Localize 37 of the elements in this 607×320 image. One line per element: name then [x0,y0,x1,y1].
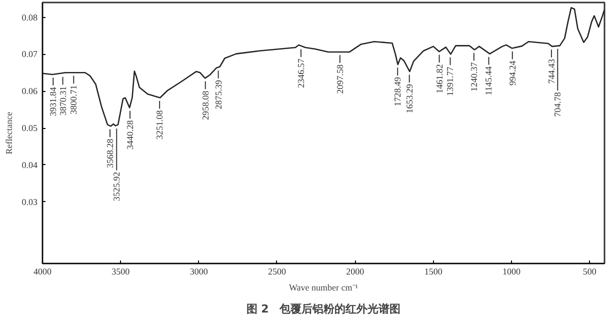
annotation: 2346.57 [296,58,306,88]
text: 图 2 包覆后铝粉的红外光谱图 [246,302,401,316]
annotation: 3440.28 [125,120,135,150]
annotation: 1728.49 [392,76,403,106]
y-tick-label: 0.05 [22,123,38,134]
annotation: 3525.92 [112,172,122,202]
annotation: 1145.44 [484,66,494,96]
annotation: 1240.37 [468,62,479,92]
x-tick-label: 2000 [346,266,365,276]
annotation: 994.24 [507,60,518,86]
x-axis-title: Wave number cm⁻¹ [289,282,358,292]
annotation: 744.43 [546,58,556,84]
annotation: 1461.82 [434,64,444,94]
annotation: 3931.84 [48,86,58,116]
annotation: 704.78 [552,92,563,117]
x-tick-label: 2500 [268,266,286,276]
annotation: 3568.28 [104,138,115,168]
y-tick-label: 0.06 [22,86,38,96]
x-tick-label: 4000 [34,266,52,276]
y-axis-title: Reflectance [4,112,14,154]
annotation: 1653.29 [404,84,414,114]
x-tick-label: 3500 [112,266,130,276]
y-tick-label: 0.08 [22,12,38,22]
annotation: 1391.77 [445,66,456,96]
x-tick-label: 3000 [190,266,208,276]
y-tick-label: 0.07 [22,49,38,60]
annotation: 2875.39 [213,80,224,110]
annotation: 2097.58 [334,64,345,94]
x-tick-label: 500 [582,266,597,276]
annotation: 3800.71 [68,85,79,114]
y-tick-label: 0.03 [22,196,38,207]
annotation: 2958.08 [200,90,210,120]
x-tick-label: 1000 [502,266,521,276]
annotation: 3870.31 [58,86,68,116]
y-tick-label: 0.04 [22,160,38,170]
x-tick-label: 1500 [424,266,443,276]
annotation: 3251.08 [154,110,165,140]
